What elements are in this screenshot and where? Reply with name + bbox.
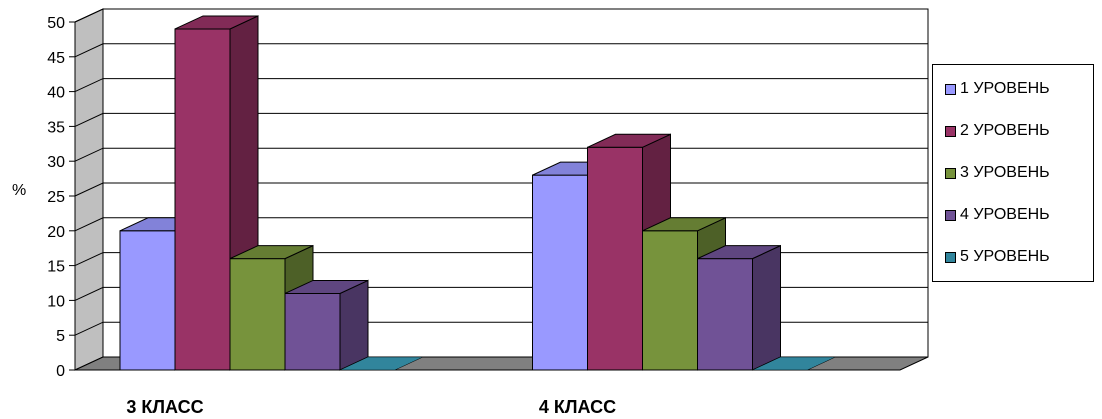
legend-swatch	[945, 125, 956, 137]
bars	[119, 15, 836, 371]
bar-front	[174, 28, 231, 371]
bar-top	[642, 217, 726, 232]
bar-top	[339, 356, 424, 371]
y-tick-label: 5	[56, 328, 65, 345]
y-tick-label: 0	[56, 363, 65, 380]
y-tick-label: 35	[47, 119, 65, 136]
legend-item: 4 УРОВЕНЬ	[945, 205, 1050, 225]
y-tick-label: 40	[47, 85, 65, 102]
x-category-label: 4 КЛАСС	[539, 397, 616, 417]
legend-label: 3 УРОВЕНЬ	[960, 164, 1050, 181]
bar	[284, 279, 369, 371]
bar-front	[642, 230, 698, 371]
legend-item: 1 УРОВЕНЬ	[945, 79, 1050, 99]
y-tick-label: 45	[47, 50, 65, 67]
bar-front	[532, 174, 588, 371]
bar-top	[587, 133, 671, 148]
y-tick-label: 10	[47, 293, 65, 310]
bar-top	[752, 356, 836, 371]
bar	[752, 356, 836, 371]
legend-swatch	[945, 251, 956, 263]
x-category-label: 3 КЛАСС	[126, 397, 203, 417]
legend-label: 4 УРОВЕНЬ	[960, 206, 1050, 223]
bar-front	[697, 258, 753, 371]
legend-item: 3 УРОВЕНЬ	[945, 163, 1050, 183]
bar-top	[174, 15, 259, 30]
y-tick-label: 30	[47, 154, 65, 171]
legend-label: 5 УРОВЕНЬ	[960, 248, 1050, 265]
bar-top	[229, 245, 314, 260]
bar-front	[587, 146, 643, 371]
y-axis-label: %	[12, 182, 26, 199]
axes: 0 5 10 15 20 25 30 35 40 45 50 3 КЛАСС 4 КЛАСС	[47, 15, 616, 417]
gridline	[74, 112, 928, 127]
bar-top	[284, 279, 369, 294]
legend-label: 2 УРОВЕНЬ	[960, 122, 1050, 139]
bar-side	[339, 279, 369, 371]
gridline	[74, 78, 928, 93]
y-tick-label: 25	[47, 189, 65, 206]
y-tick-label: 20	[47, 224, 65, 241]
legend-swatch	[945, 209, 956, 221]
legend-swatch	[945, 83, 956, 95]
y-tick-label: 50	[47, 15, 65, 32]
legend-item: 2 УРОВЕНЬ	[945, 121, 1050, 141]
legend-swatch	[945, 167, 956, 179]
bar-front	[229, 258, 286, 371]
legend-label: 1 УРОВЕНЬ	[960, 80, 1050, 97]
gridline	[74, 8, 928, 23]
legend-item: 5 УРОВЕНЬ	[945, 247, 1050, 267]
bar-front	[119, 230, 176, 371]
bar	[174, 15, 259, 371]
y-tick-label: 15	[47, 259, 65, 276]
gridline	[74, 43, 928, 58]
bar-front	[284, 292, 341, 371]
legend: 1 УРОВЕНЬ 2 УРОВЕНЬ 3 УРОВЕНЬ 4 УРОВЕНЬ 5 УР…	[932, 64, 1094, 282]
bar-side	[752, 244, 781, 371]
bar	[339, 356, 424, 371]
bar-top	[697, 245, 781, 260]
bar	[697, 244, 781, 371]
